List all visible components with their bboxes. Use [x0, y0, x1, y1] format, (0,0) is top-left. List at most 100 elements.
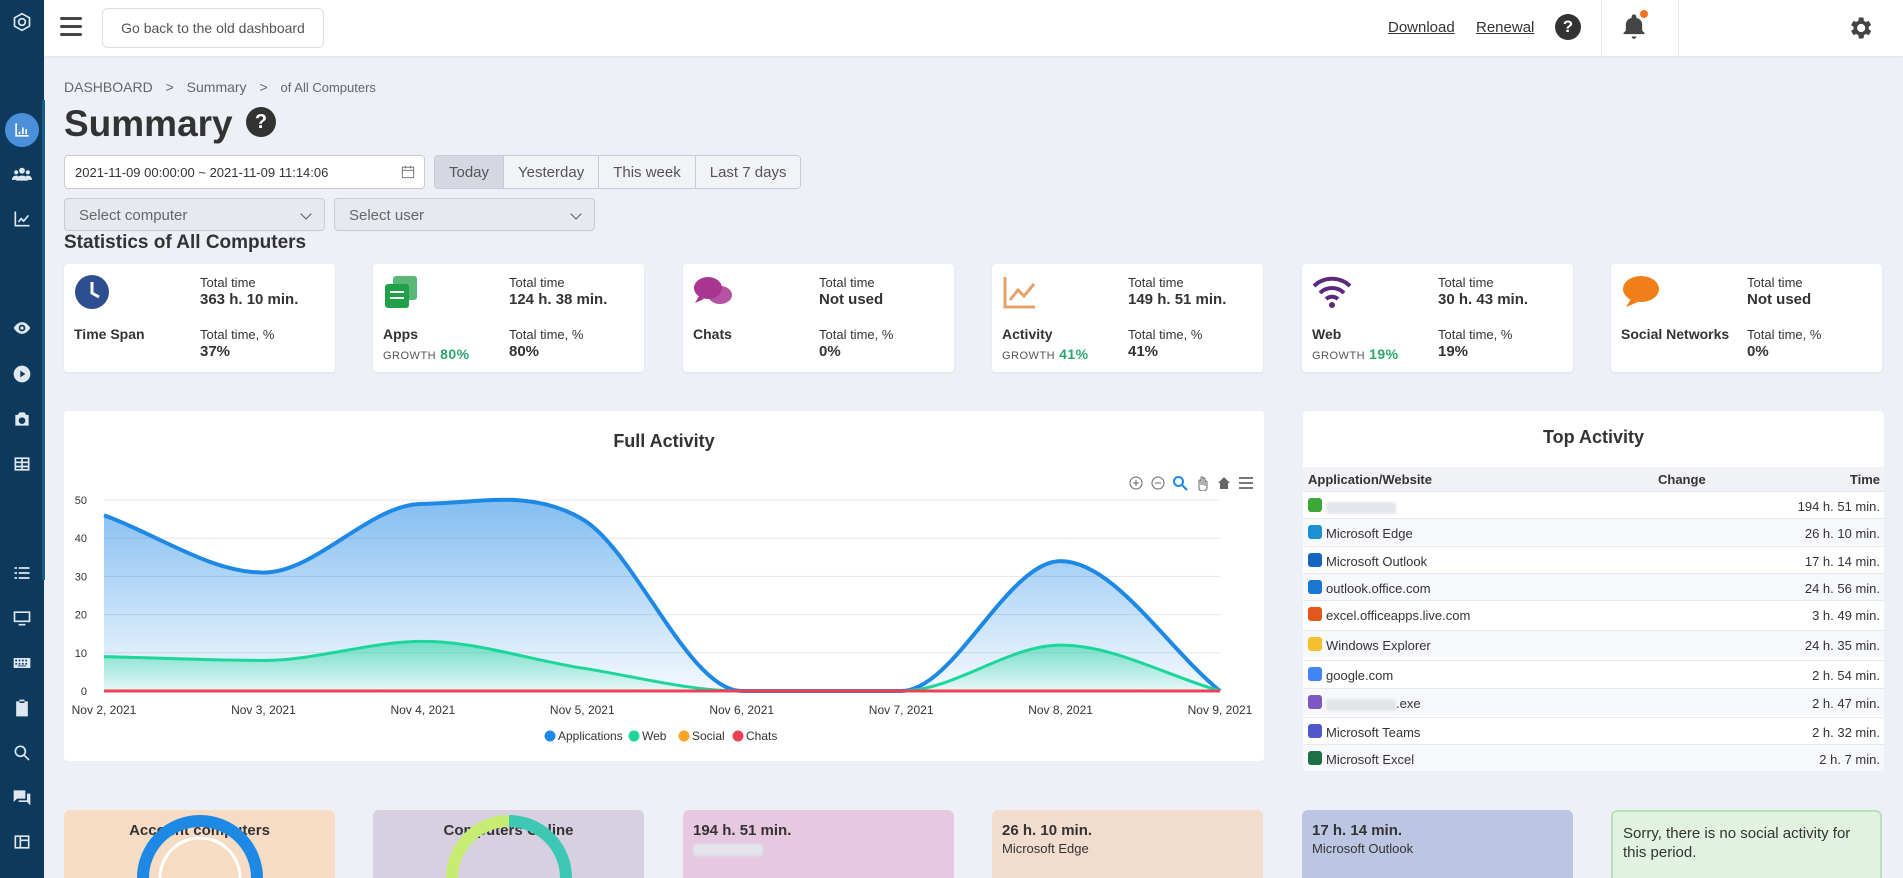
top-app-2-time: 26 h. 10 min.: [1002, 822, 1093, 839]
growth-value: 41%: [1059, 346, 1089, 362]
table-row[interactable]: Windows Explorer 24 h. 35 min.: [1303, 630, 1884, 657]
stat-card-time-span[interactable]: Time Span Total time 363 h. 10 min. Total t…: [64, 264, 335, 372]
menu-icon[interactable]: [60, 17, 82, 37]
sidebar-item-screenshots[interactable]: [0, 401, 44, 437]
sidebar-item-chats[interactable]: [0, 779, 44, 815]
col-time[interactable]: Time: [1849, 472, 1880, 487]
wifi-icon: [1312, 274, 1352, 310]
total-time-value: 363 h. 10 min.: [200, 291, 299, 308]
sidebar: [0, 0, 45, 878]
sidebar-item-search[interactable]: [0, 735, 44, 771]
col-app[interactable]: Application/Website: [1308, 472, 1432, 487]
download-link[interactable]: Download: [1388, 19, 1455, 36]
logo-icon[interactable]: [0, 4, 44, 40]
sidebar-item-monitoring[interactable]: [0, 310, 44, 346]
period-yesterday[interactable]: Yesterday: [504, 156, 600, 188]
table-row[interactable]: Microsoft Outlook 17 h. 14 min.: [1303, 546, 1884, 573]
breadcrumb-sep: >: [259, 79, 268, 95]
app-name: Windows Explorer: [1326, 638, 1431, 653]
user-select[interactable]: Select user: [334, 198, 595, 231]
hamburger-icon[interactable]: [1238, 475, 1254, 491]
pan-icon[interactable]: [1194, 475, 1210, 492]
app-name: Microsoft Excel: [1326, 752, 1415, 767]
app-time: 24 h. 35 min.: [1804, 638, 1880, 653]
layout-icon: [14, 835, 30, 849]
help-icon[interactable]: ?: [246, 107, 276, 137]
clipboard-icon: [16, 699, 28, 717]
legend-label-applications: Applications: [558, 729, 623, 743]
sidebar-item-dashboard[interactable]: [0, 112, 44, 148]
legend-marker-social: [678, 730, 690, 742]
account-donut: [137, 815, 263, 878]
bell-icon[interactable]: [1620, 10, 1648, 42]
total-time-label: Total time: [819, 275, 875, 290]
table-row[interactable]: outlook.office.com 24 h. 56 min.: [1303, 573, 1884, 600]
calendar-icon[interactable]: [401, 165, 415, 179]
stat-card-chats[interactable]: Chats Total time Not used Total time, % 0%: [683, 264, 954, 372]
stat-card-apps[interactable]: Apps GROWTH 80% Total time 124 h. 38 min. Tot…: [373, 264, 644, 372]
stat-card-web[interactable]: Web GROWTH 19% Total time 30 h. 43 min. Total…: [1302, 264, 1573, 372]
sidebar-scrollbar[interactable]: [42, 100, 45, 580]
y-tick-label: 20: [75, 610, 87, 622]
magnifier-icon[interactable]: [1172, 475, 1188, 491]
stats-title: Statistics of All Computers: [64, 232, 307, 253]
help-icon[interactable]: ?: [1555, 14, 1581, 40]
breadcrumb-summary[interactable]: Summary: [186, 79, 247, 95]
sidebar-item-computers[interactable]: [0, 600, 44, 636]
total-pct-value: 41%: [1128, 343, 1159, 360]
teams-icon: [1308, 724, 1322, 738]
app-name: excel.officeapps.live.com: [1326, 608, 1471, 623]
sidebar-item-layout[interactable]: [0, 824, 44, 860]
period-today[interactable]: Today: [435, 156, 505, 188]
stat-card-activity[interactable]: Activity GROWTH 41% Total time 149 h. 51 min…: [992, 264, 1263, 372]
table-row[interactable]: Microsoft Teams 2 h. 32 min.: [1303, 717, 1884, 744]
y-tick-label: 10: [75, 648, 87, 660]
sidebar-item-clipboard[interactable]: [0, 690, 44, 726]
table-icon: [14, 457, 30, 471]
stat-card-social-networks[interactable]: Social Networks Total time Not used Total t…: [1611, 264, 1882, 372]
top-app-card-2: 26 h. 10 min. Microsoft Edge: [992, 810, 1263, 878]
total-pct-label: Total time, %: [1438, 327, 1513, 342]
period-this-week[interactable]: This week: [599, 156, 696, 188]
old-dashboard-button[interactable]: Go back to the old dashboard: [102, 8, 324, 48]
table-row[interactable]: Microsoft Edge 26 h. 10 min.: [1303, 518, 1884, 545]
sidebar-item-productivity[interactable]: [0, 201, 44, 237]
x-tick-label: Nov 4, 2021: [390, 703, 455, 717]
zoom-in-icon[interactable]: [1128, 475, 1144, 491]
full-activity-chart: Full Activity 0 10 20 30 40 50 Nov 2, 2021 Nov …: [64, 411, 1264, 761]
renewal-link[interactable]: Renewal: [1476, 19, 1535, 36]
x-tick-label: Nov 6, 2021: [709, 703, 774, 717]
breadcrumb-current: of All Computers: [280, 80, 376, 95]
keyboard-icon: [13, 658, 31, 668]
period-selector: Today Yesterday This week Last 7 days: [434, 155, 802, 189]
x-tick-label: Nov 8, 2021: [1028, 703, 1093, 717]
table-row[interactable]: Microsoft Excel 2 h. 7 min.: [1303, 744, 1884, 771]
computer-select[interactable]: Select computer: [64, 198, 325, 231]
breadcrumb: DASHBOARD > Summary > of All Computers: [64, 79, 385, 95]
sidebar-item-reports[interactable]: [0, 446, 44, 482]
table-row[interactable]: excel.officeapps.live.com 3 h. 49 min.: [1303, 600, 1884, 627]
total-time-label: Total time: [200, 275, 256, 290]
breadcrumb-dashboard[interactable]: DASHBOARD: [64, 79, 153, 95]
table-row[interactable]: google.com 2 h. 54 min.: [1303, 660, 1884, 687]
sidebar-item-recordings[interactable]: [0, 356, 44, 392]
total-time-value: Not used: [1747, 291, 1812, 308]
col-change[interactable]: Change: [1658, 472, 1706, 487]
top-app-3-time: 17 h. 14 min.: [1312, 822, 1403, 839]
date-range-input[interactable]: 2021-11-09 00:00:00 ~ 2021-11-09 11:14:0…: [64, 155, 425, 189]
chevron-down-icon: [300, 208, 312, 220]
sidebar-item-list[interactable]: [0, 555, 44, 591]
breadcrumb-sep: >: [165, 79, 174, 95]
search-icon: [14, 745, 30, 761]
legend-marker-applications: [544, 730, 556, 742]
sidebar-item-users[interactable]: [0, 156, 44, 192]
table-row[interactable]: .exe 2 h. 47 min.: [1303, 688, 1884, 715]
app-name: outlook.office.com: [1326, 581, 1431, 596]
period-last-7-days[interactable]: Last 7 days: [695, 156, 801, 188]
home-icon[interactable]: [1216, 475, 1232, 491]
sidebar-item-keystrokes[interactable]: [0, 645, 44, 681]
zoom-out-icon[interactable]: [1150, 475, 1166, 491]
stat-name: Web: [1312, 326, 1342, 342]
table-row[interactable]: 194 h. 51 min.: [1303, 491, 1884, 518]
gear-icon[interactable]: [1846, 14, 1874, 42]
